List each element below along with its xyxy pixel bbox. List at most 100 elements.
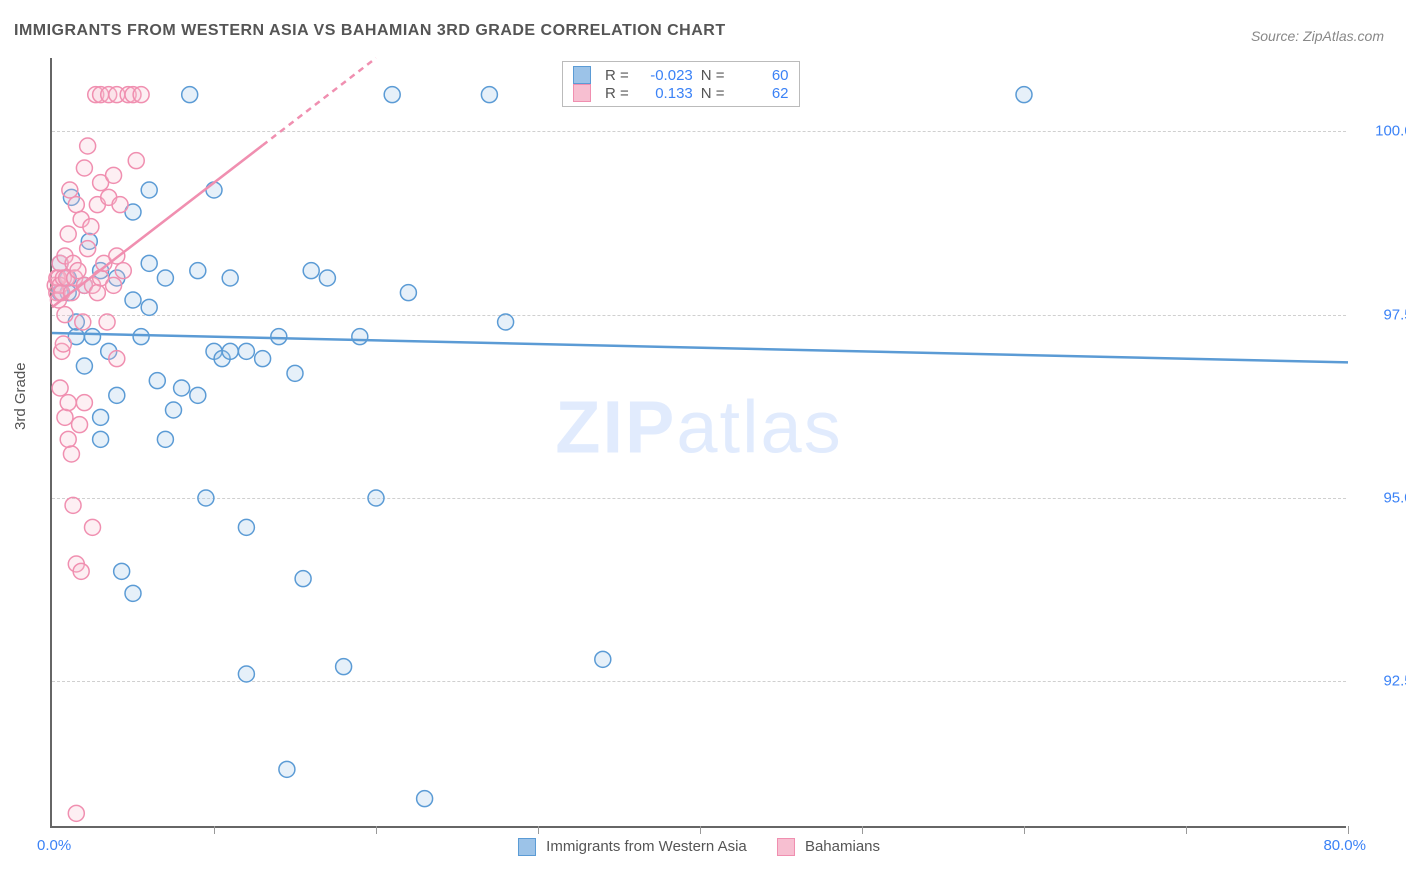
legend-item-a: Immigrants from Western Asia [518, 838, 747, 856]
data-point [83, 219, 99, 235]
data-point [222, 343, 238, 359]
data-point [157, 431, 173, 447]
data-point [60, 226, 76, 242]
data-point [99, 314, 115, 330]
data-point [70, 263, 86, 279]
data-point [133, 329, 149, 345]
data-point [60, 395, 76, 411]
data-point [60, 431, 76, 447]
data-point [57, 307, 73, 323]
data-point [93, 409, 109, 425]
y-axis-label: 3rd Grade [12, 362, 29, 430]
y-tick-label: 92.5% [1356, 673, 1406, 690]
data-point [149, 373, 165, 389]
data-point [352, 329, 368, 345]
data-point [190, 263, 206, 279]
data-point [141, 299, 157, 315]
data-point [417, 791, 433, 807]
x-tick [1186, 826, 1187, 834]
y-tick-label: 95.0% [1356, 490, 1406, 507]
data-point [112, 197, 128, 213]
data-point [68, 197, 84, 213]
data-point [68, 805, 84, 821]
data-point [57, 409, 73, 425]
data-point [55, 336, 71, 352]
data-point [481, 87, 497, 103]
data-point [62, 182, 78, 198]
data-point [182, 87, 198, 103]
data-point [1016, 87, 1032, 103]
data-point [89, 285, 105, 301]
data-point [190, 387, 206, 403]
n-value-b: 62 [733, 85, 789, 102]
data-point [384, 87, 400, 103]
legend-swatch-a [518, 838, 536, 856]
data-point [271, 329, 287, 345]
stats-row-series-a: R = -0.023 N = 60 [573, 66, 789, 84]
data-point [133, 87, 149, 103]
data-point [319, 270, 335, 286]
legend-swatch-b [777, 838, 795, 856]
series-legend: Immigrants from Western Asia Bahamians [518, 838, 880, 856]
data-point [295, 571, 311, 587]
scatter-svg [52, 58, 1346, 826]
data-point [198, 490, 214, 506]
x-tick [538, 826, 539, 834]
data-point [76, 395, 92, 411]
data-point [109, 387, 125, 403]
n-label-a: N = [701, 67, 725, 84]
plot-area: ZIPatlas 92.5%95.0%97.5%100.0% R = -0.02… [50, 58, 1346, 828]
x-tick [376, 826, 377, 834]
r-label-a: R = [605, 67, 629, 84]
data-point [222, 270, 238, 286]
data-point [238, 666, 254, 682]
data-point [400, 285, 416, 301]
y-tick-label: 97.5% [1356, 306, 1406, 323]
data-point [287, 365, 303, 381]
data-point [93, 431, 109, 447]
data-point [255, 351, 271, 367]
x-tick [862, 826, 863, 834]
data-point [76, 160, 92, 176]
x-tick [1024, 826, 1025, 834]
r-label-b: R = [605, 85, 629, 102]
data-point [141, 182, 157, 198]
data-point [238, 519, 254, 535]
legend-label-b: Bahamians [805, 838, 880, 855]
data-point [238, 343, 254, 359]
data-point [85, 519, 101, 535]
y-tick-label: 100.0% [1356, 123, 1406, 140]
data-point [115, 263, 131, 279]
x-tick [214, 826, 215, 834]
data-point [336, 659, 352, 675]
n-value-a: 60 [733, 67, 789, 84]
data-point [72, 417, 88, 433]
data-point [279, 761, 295, 777]
data-point [125, 585, 141, 601]
legend-label-a: Immigrants from Western Asia [546, 838, 747, 855]
data-point [80, 241, 96, 257]
trend-line-dashed [263, 58, 376, 145]
data-point [80, 138, 96, 154]
legend-item-b: Bahamians [777, 838, 880, 856]
data-point [76, 358, 92, 374]
source-label: Source: ZipAtlas.com [1251, 28, 1384, 44]
data-point [109, 351, 125, 367]
data-point [303, 263, 319, 279]
data-point [141, 255, 157, 271]
data-point [106, 277, 122, 293]
stats-row-series-b: R = 0.133 N = 62 [573, 84, 789, 102]
data-point [368, 490, 384, 506]
x-tick [1348, 826, 1349, 834]
r-value-b: 0.133 [637, 85, 693, 102]
stats-legend: R = -0.023 N = 60 R = 0.133 N = 62 [562, 61, 800, 107]
data-point [125, 292, 141, 308]
data-point [166, 402, 182, 418]
x-origin-label: 0.0% [37, 837, 71, 854]
x-end-label: 80.0% [1323, 837, 1366, 854]
data-point [157, 270, 173, 286]
data-point [65, 497, 81, 513]
data-point [85, 329, 101, 345]
data-point [128, 153, 144, 169]
x-tick [700, 826, 701, 834]
